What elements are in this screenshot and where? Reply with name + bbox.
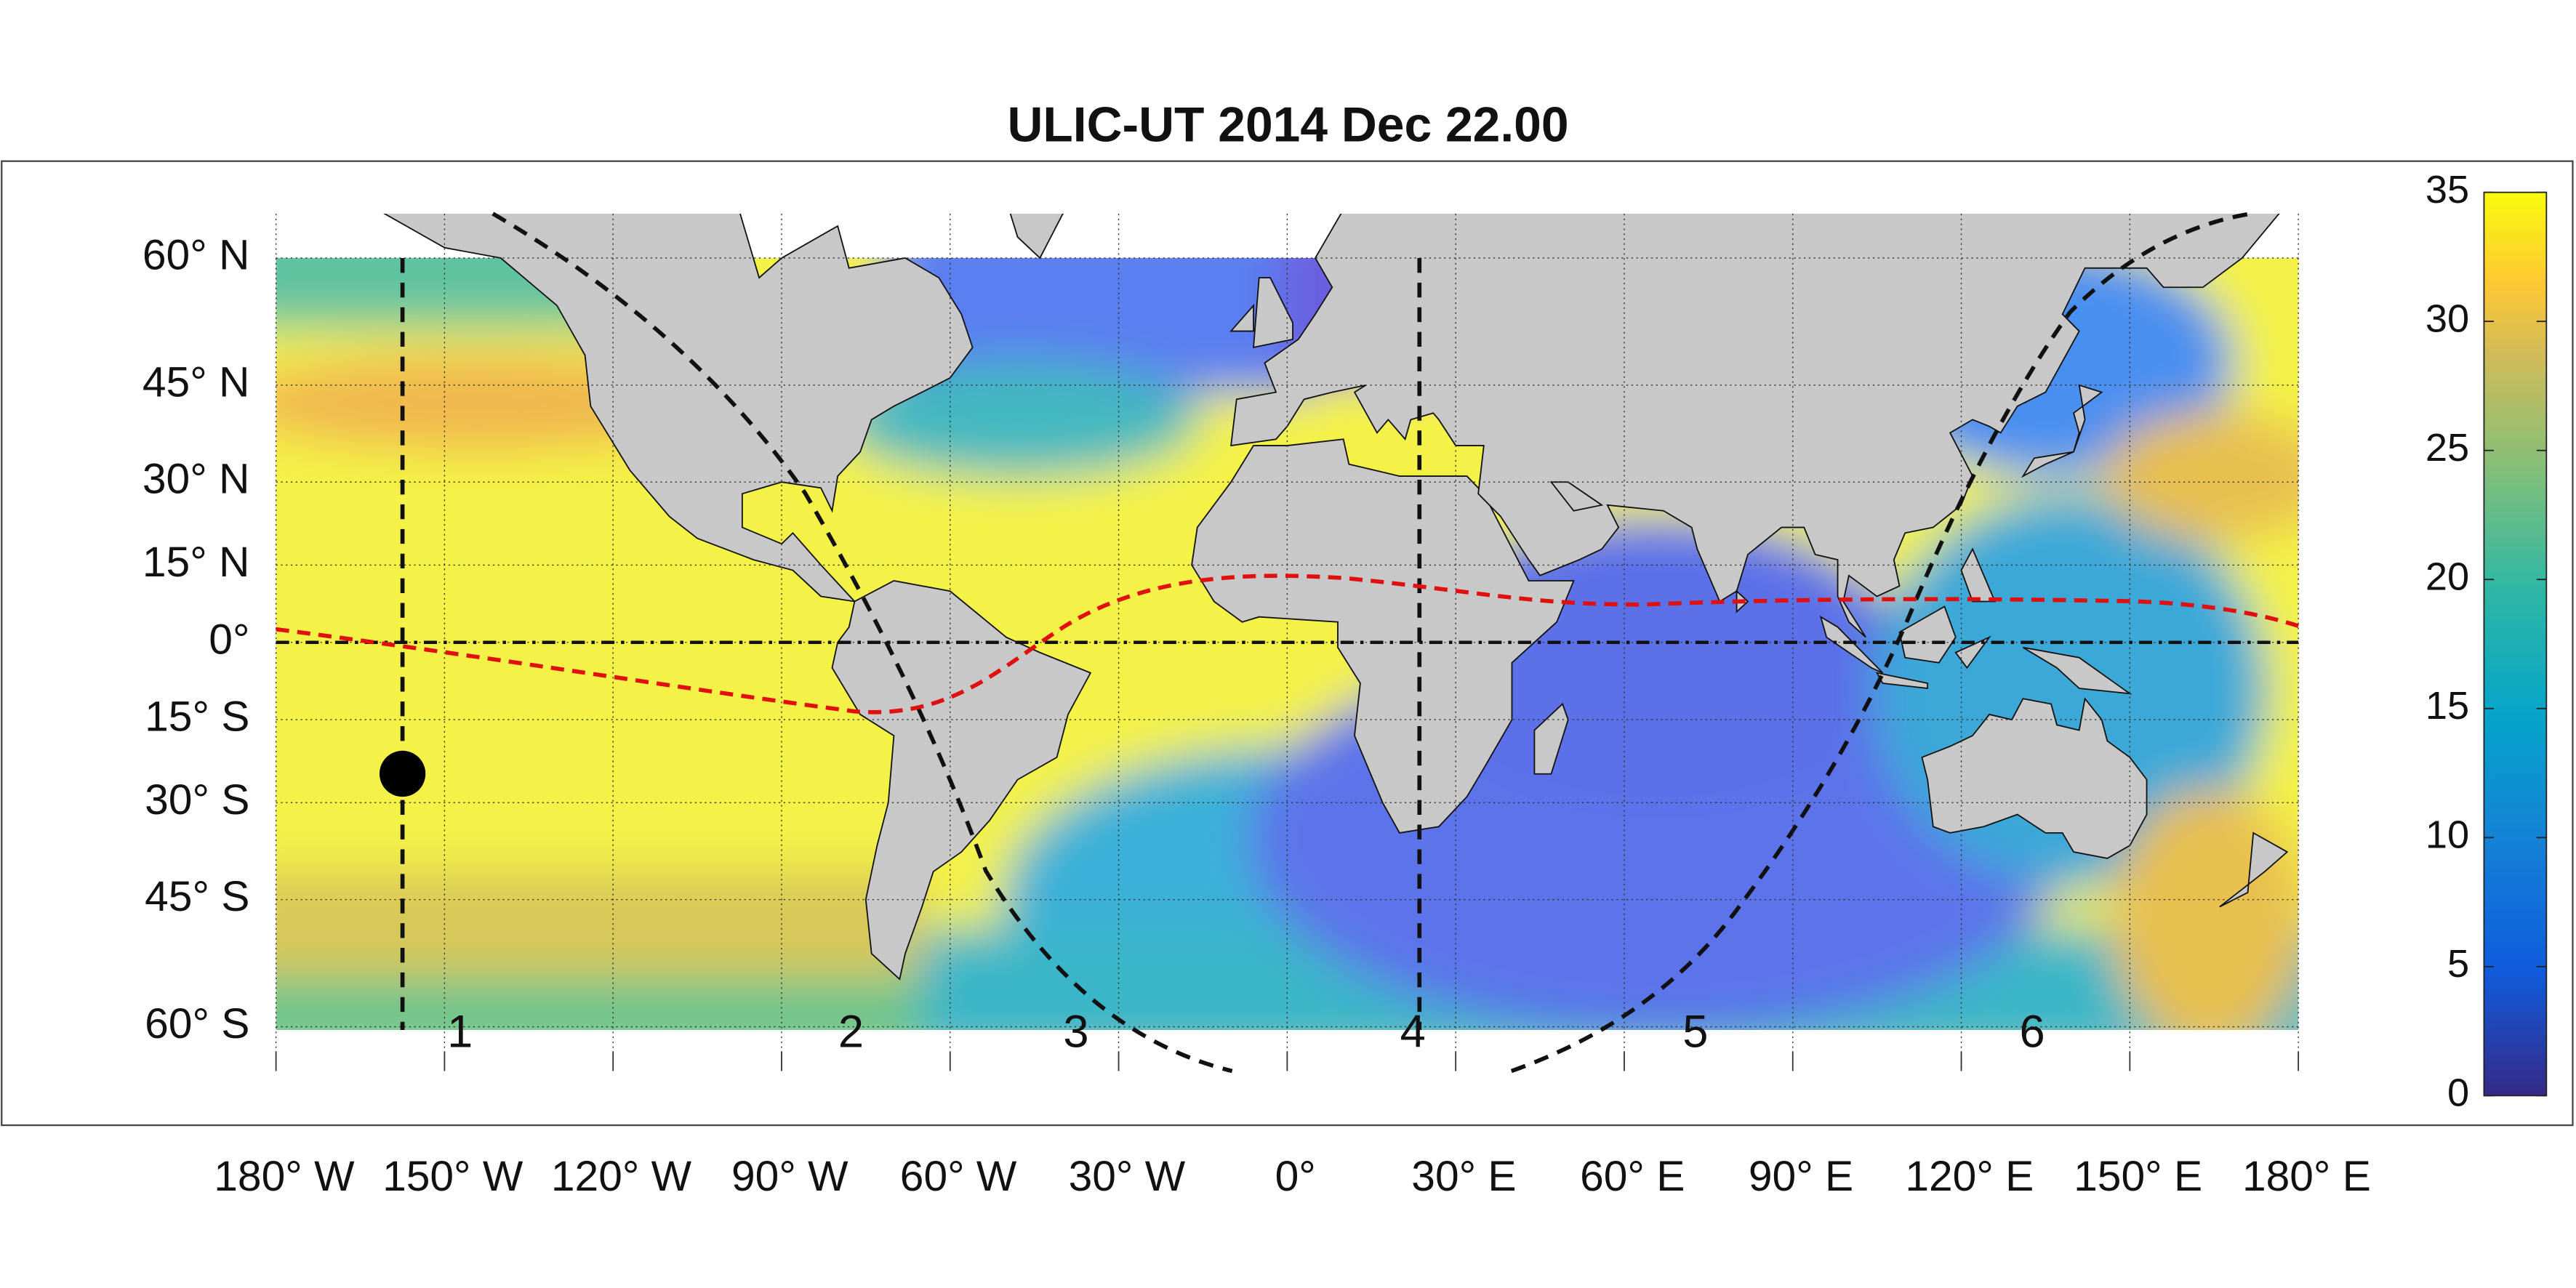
- lon-tick-label: 60° E: [1580, 1153, 1685, 1200]
- landmass: [1533, 702, 1569, 775]
- track-curve: [491, 212, 1233, 1074]
- landmass: [383, 213, 974, 603]
- lon-tick-label: 180° W: [214, 1153, 355, 1200]
- colorbar-tick-label: 25: [2425, 426, 2469, 470]
- landmass: [2219, 832, 2289, 908]
- lat-tick-label: 60° N: [143, 231, 250, 278]
- lat-tick-label: 30° S: [145, 776, 249, 824]
- lon-tick-label: 0°: [1275, 1153, 1316, 1200]
- colorbar-tick-label: 20: [2425, 555, 2469, 599]
- landmass: [1253, 277, 1293, 349]
- lon-tick-label: 150° E: [2074, 1153, 2202, 1200]
- landmass: [1229, 303, 1254, 332]
- colorbar-tick-label: 35: [2425, 168, 2469, 212]
- lon-tick-label: 180° E: [2242, 1153, 2371, 1200]
- title: ULIC-UT 2014 Dec 22.00: [1007, 97, 1568, 152]
- track-label: 4: [1400, 1006, 1426, 1057]
- landmass: [1960, 547, 1997, 603]
- colorbar-tick-label: 5: [2447, 942, 2469, 986]
- landmass: [1954, 635, 1991, 669]
- lon-tick-label: 60° W: [900, 1153, 1017, 1200]
- land: [383, 213, 2289, 981]
- track-curve: [1510, 212, 2252, 1074]
- lon-tick-label: 120° W: [551, 1153, 692, 1200]
- lon-tick-label: 30° E: [1411, 1153, 1516, 1200]
- colorbar-tick-label: 0: [2447, 1071, 2469, 1115]
- position-marker: [379, 750, 426, 797]
- landmass: [831, 580, 1092, 981]
- lat-tick-label: 30° N: [143, 456, 250, 503]
- colorbar: [2483, 191, 2548, 1097]
- lat-tick-label: 15° N: [143, 539, 250, 586]
- lat-tick-label: 45° S: [145, 873, 249, 920]
- track-label: 2: [838, 1006, 864, 1057]
- landmass: [1819, 615, 1884, 674]
- colorbar-tick-label: 30: [2425, 297, 2469, 340]
- tracks: [276, 212, 2299, 1074]
- track-label: 3: [1063, 1006, 1088, 1057]
- colorbar-tick-label: 15: [2425, 684, 2469, 728]
- landmass: [1191, 438, 1575, 834]
- lat-tick-label: 0°: [209, 616, 249, 663]
- colorbar-tick-label: 10: [2425, 813, 2469, 857]
- landmass: [2022, 646, 2132, 695]
- landmass: [1009, 213, 1064, 259]
- lon-tick-label: 30° W: [1069, 1153, 1186, 1200]
- lat-tick-label: 15° S: [145, 693, 249, 741]
- lon-tick-label: 120° E: [1905, 1153, 2034, 1200]
- subsolar-track: [276, 573, 2299, 715]
- lon-tick-label: 90° E: [1749, 1153, 1853, 1200]
- landmass: [1230, 213, 2280, 638]
- track-label: 1: [447, 1006, 473, 1057]
- lat-tick-label: 60° S: [145, 1000, 249, 1047]
- heat-field: [276, 258, 2299, 1030]
- landmass: [2021, 384, 2103, 478]
- frame: [1, 160, 2574, 1127]
- track-label: 6: [2019, 1006, 2045, 1057]
- lat-tick-label: 45° N: [143, 358, 250, 406]
- track-label: 5: [1682, 1006, 1708, 1057]
- lon-tick-label: 150° W: [382, 1153, 523, 1200]
- landmass: [1898, 605, 1957, 664]
- landmass: [1921, 697, 2148, 859]
- lon-tick-label: 90° W: [731, 1153, 848, 1200]
